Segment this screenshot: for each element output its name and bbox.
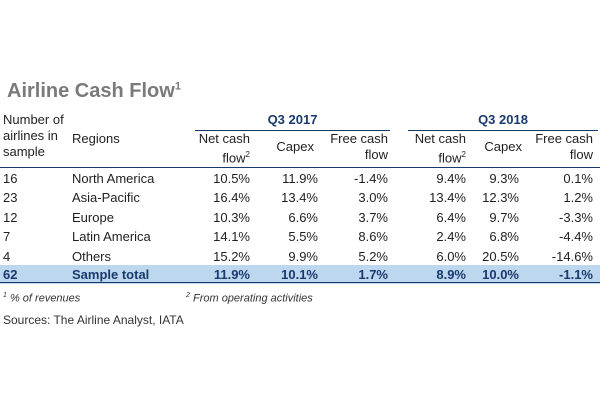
net-cash-flow-2017-value: 15.2%	[213, 248, 250, 264]
capex-2018-value: 9.3%	[489, 171, 519, 186]
free-cash-flow-header-2018: Free cash flow	[535, 131, 593, 162]
free-cash-flow-2017-value: 8.6%	[358, 229, 388, 245]
sample-count: 16	[3, 171, 18, 186]
capex-2018-value: 12.3%	[482, 190, 519, 206]
capex-header-2018: Capex	[484, 139, 522, 154]
region-name: Asia-Pacific	[72, 190, 140, 206]
free-cash-flow-2018-value: -3.3%	[559, 209, 593, 225]
sample-count: 4	[3, 248, 11, 264]
table-row: 7 Latin America 14.1% 5.5% 8.6% 2.4% 6.8% -4.4%	[0, 227, 600, 246]
sample-count: 23	[3, 190, 18, 206]
capex-2018-value: 10.0%	[482, 267, 519, 282]
header-divider	[0, 167, 600, 168]
table-row: 4 Others 15.2% 9.9% 5.2% 6.0% 20.5% -14.6%	[0, 247, 600, 266]
sample-count: 12	[3, 209, 18, 225]
net-cash-flow-2018-value: 13.4%	[429, 190, 466, 206]
region-name: Sample total	[72, 267, 150, 282]
capex-2018-value: 9.7%	[489, 209, 519, 225]
free-cash-flow-2017-value: 1.7%	[358, 267, 388, 282]
net-cash-flow-header-2017: Net cash flow2	[198, 131, 250, 166]
net-cash-flow-2018-value: 6.4%	[436, 209, 466, 225]
free-cash-flow-header-2017: Free cash flow	[330, 131, 388, 162]
capex-2018-value: 6.8%	[489, 229, 519, 245]
free-cash-flow-2018-value: 1.2%	[563, 190, 593, 206]
sources: Sources: The Airline Analyst, IATA	[3, 313, 184, 327]
net-cash-flow-2017-value: 16.4%	[213, 190, 250, 206]
q3-2017-header: Q3 2017	[195, 112, 390, 131]
table-row: 23 Asia-Pacific 16.4% 13.4% 3.0% 13.4% 12.3% 1.…	[0, 188, 600, 207]
free-cash-flow-2018-value: -4.4%	[559, 229, 593, 245]
table-row: 12 Europe 10.3% 6.6% 3.7% 6.4% 9.7% -3.3%	[0, 208, 600, 227]
capex-2018-value: 20.5%	[482, 248, 519, 264]
region-name: Others	[72, 248, 112, 264]
region-name: North America	[72, 171, 155, 186]
sample-count: 7	[3, 229, 11, 245]
free-cash-flow-2018-value: -1.1%	[559, 267, 593, 282]
footnote-1: 1 % of revenues	[3, 292, 81, 305]
capex-2017-value: 9.9%	[288, 248, 318, 264]
page-title: Airline Cash Flow1	[7, 80, 181, 102]
free-cash-flow-2018-value: -14.6%	[551, 248, 593, 264]
free-cash-flow-2017-value: 5.2%	[358, 248, 388, 264]
free-cash-flow-2017-value: -1.4%	[354, 171, 388, 186]
table-row: 16 North America 10.5% 11.9% -1.4% 9.4% 9.3% 0.…	[0, 169, 600, 188]
capex-header-2017: Capex	[276, 139, 314, 154]
capex-2017-value: 5.5%	[288, 229, 318, 245]
capex-2017-value: 10.1%	[281, 267, 318, 282]
footnote-2: 2 From operating activities	[186, 292, 313, 305]
sample-count: 62	[3, 267, 18, 282]
free-cash-flow-2017-value: 3.7%	[358, 209, 388, 225]
regions-header: Regions	[72, 131, 120, 146]
net-cash-flow-2018-value: 8.9%	[436, 267, 466, 282]
net-cash-flow-header-2018: Net cash flow2	[414, 131, 466, 166]
net-cash-flow-2018-value: 9.4%	[436, 171, 466, 186]
free-cash-flow-2017-value: 3.0%	[358, 190, 388, 206]
free-cash-flow-2018-value: 0.1%	[563, 171, 593, 186]
net-cash-flow-2017-value: 10.3%	[213, 209, 250, 225]
bottom-divider	[0, 282, 600, 283]
net-cash-flow-2017-value: 11.9%	[213, 267, 250, 282]
net-cash-flow-2017-value: 14.1%	[213, 229, 250, 245]
capex-2017-value: 13.4%	[281, 190, 318, 206]
capex-2017-value: 11.9%	[282, 171, 318, 186]
region-name: Europe	[72, 209, 114, 225]
net-cash-flow-2017-value: 10.5%	[213, 171, 250, 186]
capex-2017-value: 6.6%	[288, 209, 318, 225]
sample-header: Number of airlines in sample	[3, 112, 64, 159]
net-cash-flow-2018-value: 6.0%	[436, 248, 466, 264]
net-cash-flow-2018-value: 2.4%	[436, 229, 466, 245]
q3-2018-header: Q3 2018	[408, 112, 598, 131]
region-name: Latin America	[72, 229, 151, 245]
total-row: 62 Sample total 11.9% 10.1% 1.7% 8.9% 10.0% -1.…	[0, 265, 600, 284]
